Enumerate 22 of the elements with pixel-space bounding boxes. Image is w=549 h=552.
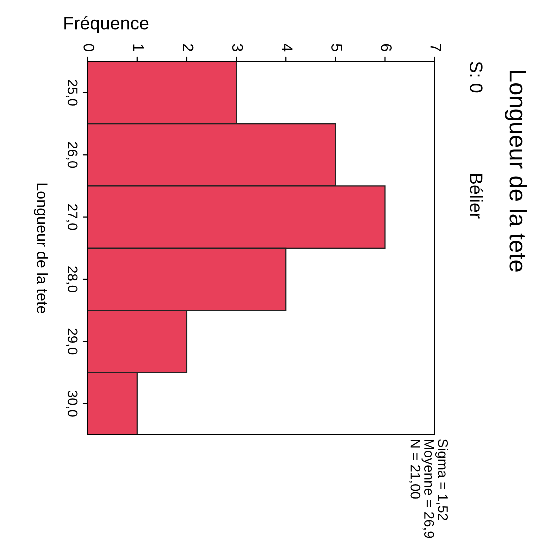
y-tick-label: 28,0 xyxy=(66,266,78,292)
text: Moyenne = 26,9 xyxy=(422,440,434,538)
text: Bélier xyxy=(470,174,484,219)
text: Sigma = 1,52 xyxy=(435,439,448,520)
y-tick-label: 27,0 xyxy=(66,204,78,230)
y-tick-label: 30,0 xyxy=(66,390,78,417)
y-tick-label: 25,0 xyxy=(66,80,78,106)
y-axis-title: Longueur de la tete xyxy=(34,184,48,314)
y-tick-label: 26,0 xyxy=(66,142,78,168)
x-tick-label: 3 xyxy=(232,44,244,52)
text: S: 0 xyxy=(470,62,483,93)
x-tick-label: 0 xyxy=(84,44,95,52)
x-tick-label: 6 xyxy=(381,44,392,52)
x-tick-label: 7 xyxy=(430,44,442,52)
x-tick-label: 4 xyxy=(282,44,293,52)
text: Longueur de la tete xyxy=(505,71,528,272)
x-tick-label: 5 xyxy=(332,44,342,52)
y-tick-label: 29,0 xyxy=(66,328,78,355)
x-axis-title: Fréquence xyxy=(64,16,149,34)
text: N = 21,00 xyxy=(409,440,421,499)
x-tick-label: 1 xyxy=(133,44,144,52)
x-tick-label: 2 xyxy=(183,44,194,52)
